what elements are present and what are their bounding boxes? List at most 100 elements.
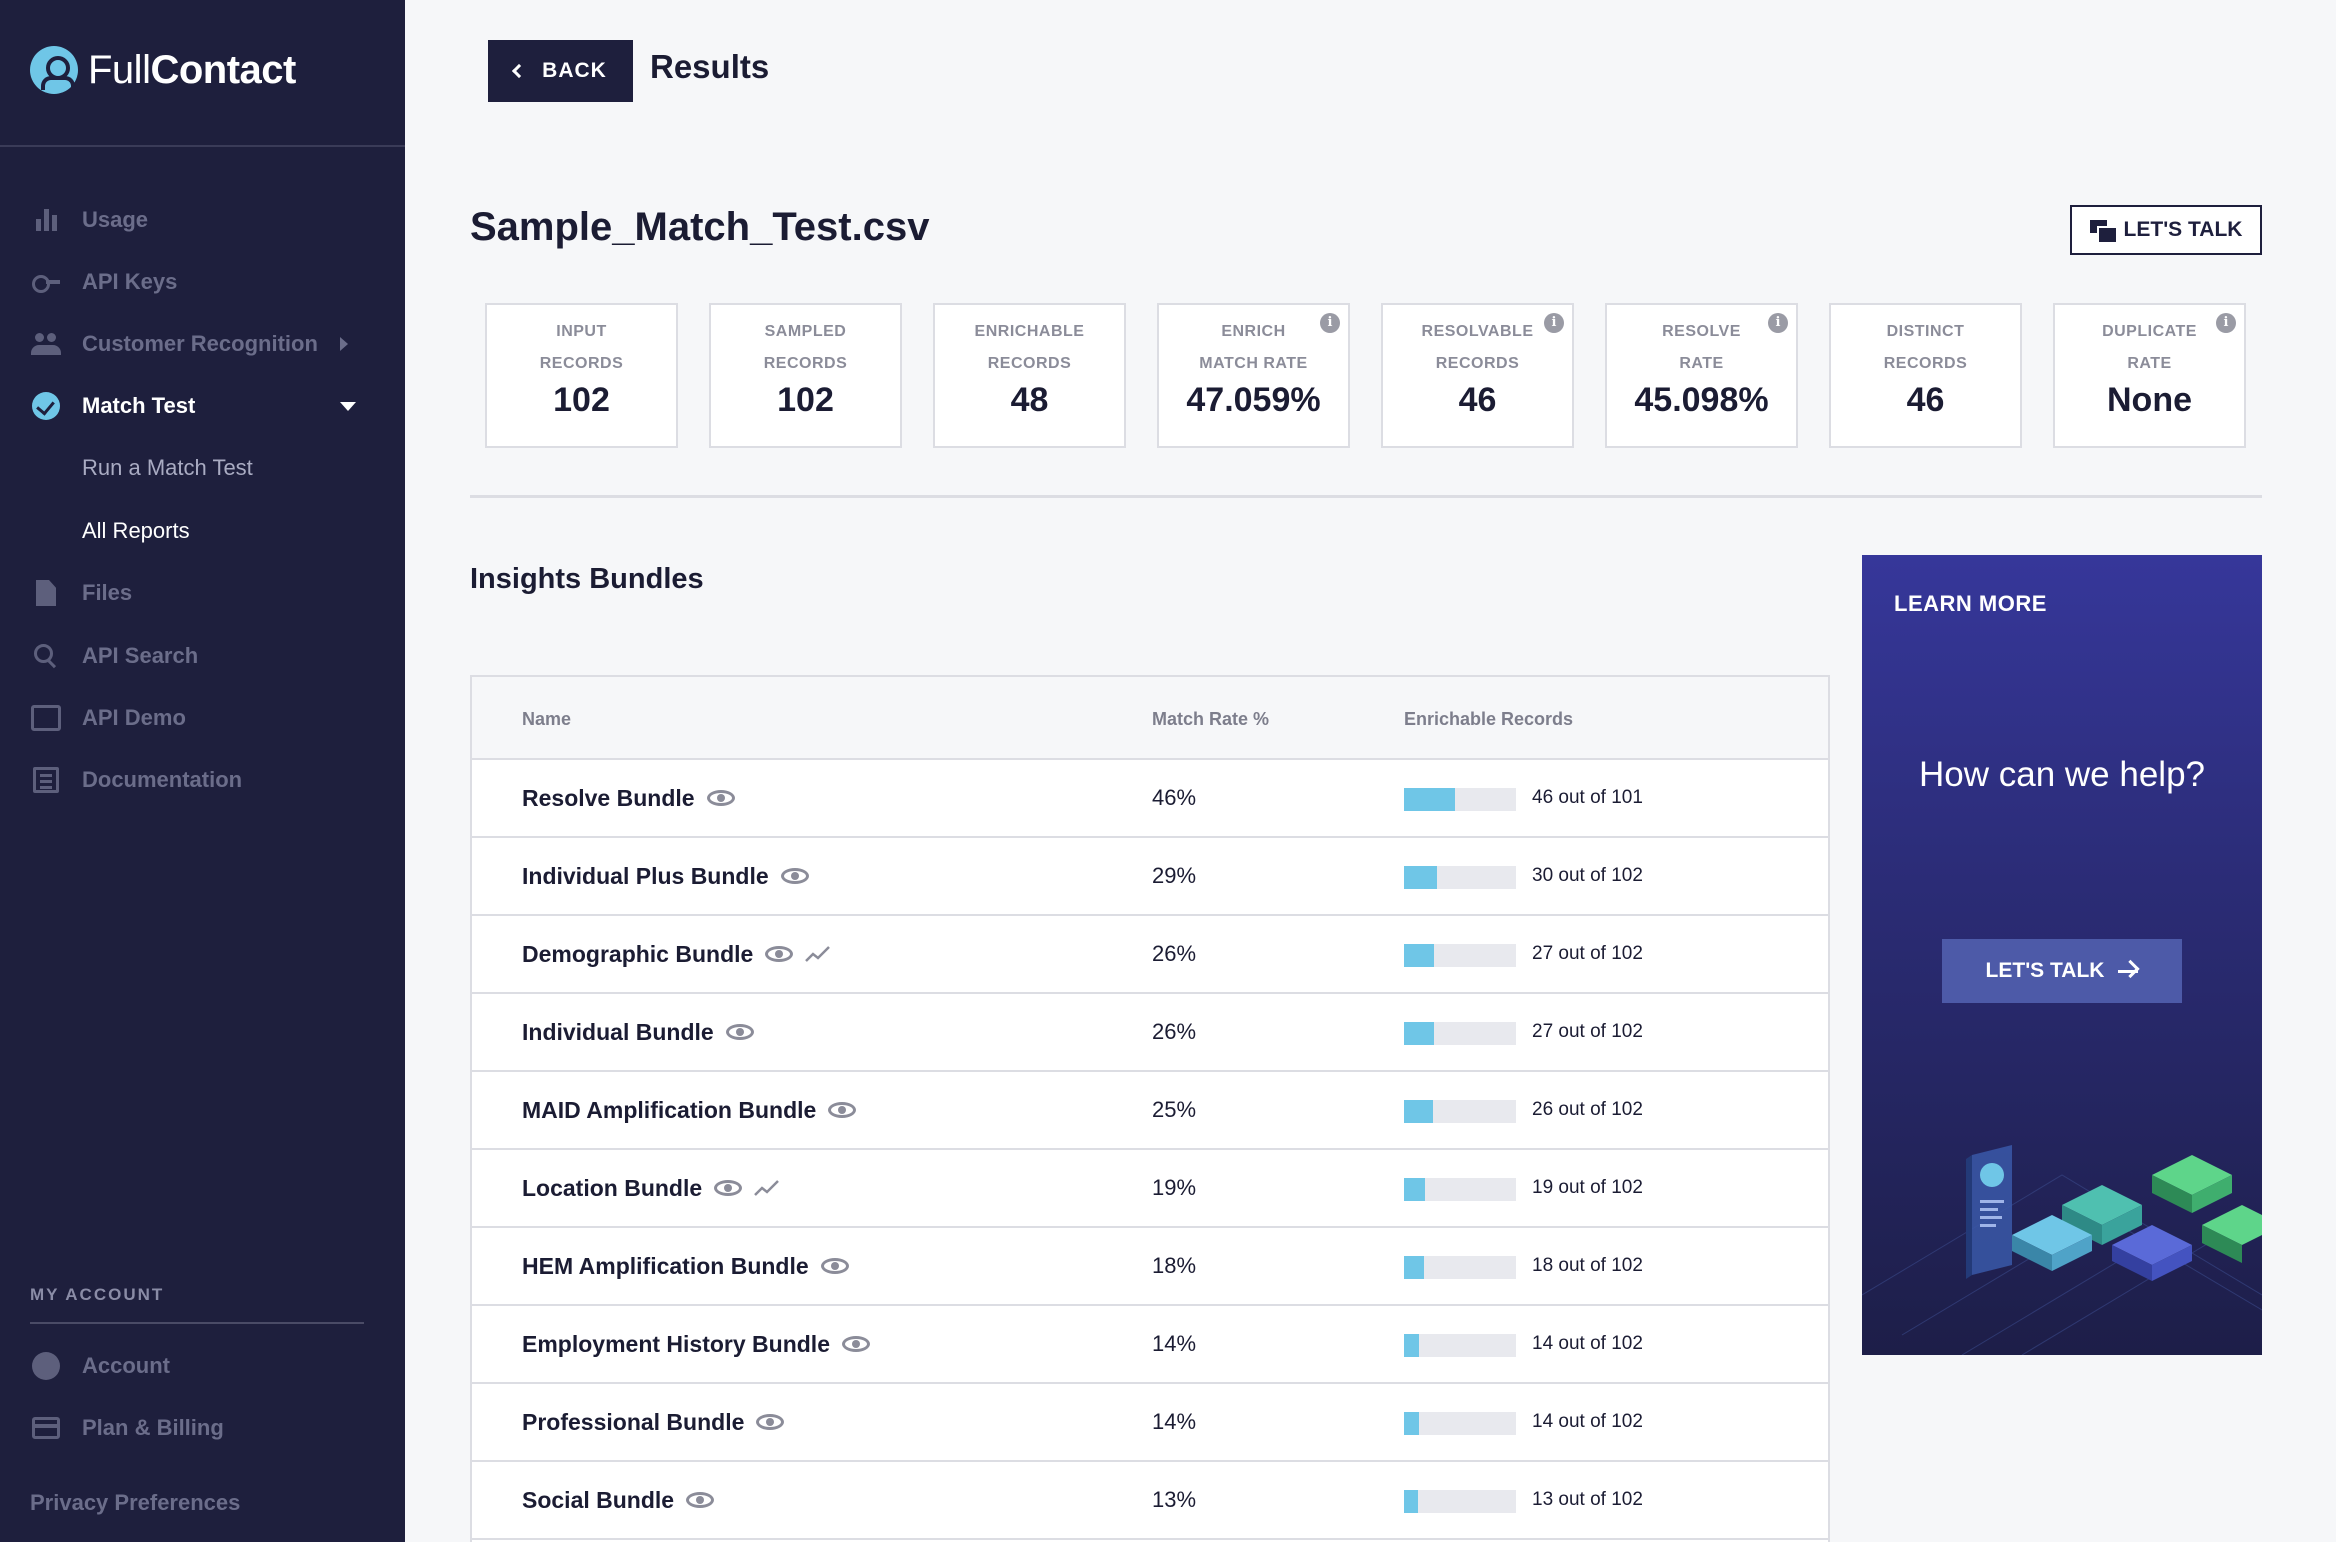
- bundle-name[interactable]: Professional Bundle: [522, 1408, 745, 1435]
- check-circle-icon: [30, 390, 62, 422]
- isometric-blocks-illustration: [1862, 1145, 2262, 1355]
- bundle-name[interactable]: MAID Amplification Bundle: [522, 1096, 817, 1123]
- bar-chart-icon: [30, 204, 62, 236]
- info-icon[interactable]: i: [1320, 313, 1340, 333]
- stat-label: DISTINCT: [1886, 323, 1965, 340]
- bundle-name[interactable]: Social Bundle: [522, 1486, 675, 1513]
- sidebar-item-label: API Keys: [82, 269, 178, 294]
- eye-icon[interactable]: [714, 1180, 743, 1196]
- privacy-preferences-link[interactable]: Privacy Preferences: [30, 1490, 241, 1515]
- stat-value: 47.059%: [1186, 381, 1321, 419]
- sidebar-item-usage[interactable]: Usage: [30, 200, 148, 240]
- eye-icon[interactable]: [686, 1492, 715, 1508]
- stats-row: INPUT RECORDS 102 SAMPLED RECORDS 102 EN…: [485, 303, 2248, 448]
- enrichable-count: 18 out of 102: [1532, 1255, 1643, 1276]
- stat-card-resolvable-records: i RESOLVABLE RECORDS 46: [1381, 303, 1574, 448]
- stat-label: RATE: [1679, 355, 1724, 372]
- bundle-name-cell: Individual Plus Bundle: [522, 838, 809, 914]
- info-icon[interactable]: i: [2216, 313, 2236, 333]
- sidebar-item-api-demo[interactable]: API Demo: [30, 698, 186, 738]
- column-header-match-rate[interactable]: Match Rate %: [1152, 709, 1270, 729]
- sidebar-item-api-search[interactable]: API Search: [30, 636, 198, 676]
- bundle-name-cell: Resolve Bundle: [522, 760, 735, 836]
- eye-icon[interactable]: [725, 1024, 754, 1040]
- bundle-name[interactable]: HEM Amplification Bundle: [522, 1252, 809, 1279]
- promo-lets-talk-button[interactable]: LET'S TALK: [1942, 939, 2182, 1003]
- trending-icon[interactable]: [754, 1179, 780, 1197]
- sidebar-item-match-test[interactable]: Match Test: [30, 386, 195, 426]
- enrichable-count: 14 out of 102: [1532, 1333, 1643, 1354]
- bundle-name-cell: Location Bundle: [522, 1150, 780, 1226]
- eye-icon[interactable]: [780, 868, 809, 884]
- bundle-name[interactable]: Individual Bundle: [522, 1018, 714, 1045]
- eye-icon[interactable]: [706, 790, 735, 806]
- sidebar-item-label: Customer Recognition: [82, 331, 318, 356]
- stat-label: RECORDS: [987, 355, 1072, 372]
- key-icon: [30, 266, 62, 298]
- info-icon[interactable]: i: [1544, 313, 1564, 333]
- info-icon[interactable]: i: [1768, 313, 1788, 333]
- stat-label: MATCH RATE: [1199, 355, 1308, 372]
- chevron-left-icon: [512, 63, 527, 79]
- eye-icon[interactable]: [828, 1102, 857, 1118]
- bundle-name[interactable]: Demographic Bundle: [522, 940, 754, 967]
- logo-icon: [30, 46, 78, 94]
- lets-talk-button[interactable]: LET'S TALK: [2070, 205, 2262, 255]
- eye-icon[interactable]: [765, 946, 794, 962]
- sidebar-item-label: Files: [82, 580, 133, 605]
- document-icon: [30, 764, 62, 796]
- file-title: Sample_Match_Test.csv: [470, 205, 930, 249]
- sidebar-item-label: Usage: [82, 207, 149, 232]
- trending-icon[interactable]: [805, 945, 831, 963]
- fullcontact-logo[interactable]: FullContact: [30, 44, 296, 96]
- table-row: Location Bundle 19% 19 out of 102: [472, 1150, 1828, 1228]
- sidebar-item-api-keys[interactable]: API Keys: [30, 262, 177, 302]
- match-rate: 13%: [1152, 1487, 1197, 1512]
- bundle-name-cell: HEM Amplification Bundle: [522, 1228, 849, 1304]
- sidebar-item-customer-recognition[interactable]: Customer Recognition: [30, 324, 318, 364]
- eye-icon[interactable]: [841, 1336, 870, 1352]
- sidebar-item-plan-billing[interactable]: Plan & Billing: [30, 1408, 224, 1448]
- bundle-name[interactable]: Employment History Bundle: [522, 1330, 830, 1357]
- bundle-name[interactable]: Location Bundle: [522, 1174, 703, 1201]
- enrichable-progress-bar: [1404, 944, 1516, 967]
- chevron-down-icon[interactable]: [340, 402, 356, 411]
- enrichable-progress-bar: [1404, 1490, 1516, 1513]
- sidebar-item-label: Plan & Billing: [82, 1415, 224, 1440]
- search-icon: [30, 640, 62, 672]
- column-header-enrichable-records[interactable]: Enrichable Records: [1404, 709, 1574, 729]
- enrichable-count: 27 out of 102: [1532, 943, 1643, 964]
- sidebar-item-account[interactable]: Account: [30, 1346, 170, 1386]
- enrichable-progress-bar: [1404, 1256, 1516, 1279]
- sidebar-item-files[interactable]: Files: [30, 573, 132, 613]
- table-row: Individual Plus Bundle 29% 30 out of 102: [472, 838, 1828, 916]
- bundle-name[interactable]: Individual Plus Bundle: [522, 862, 769, 889]
- stat-label: DUPLICATE: [2102, 323, 2197, 340]
- monitor-icon: [30, 702, 62, 734]
- learn-more-label: LEARN MORE: [1894, 591, 2047, 616]
- back-button-label: BACK: [542, 59, 607, 82]
- stat-label: RESOLVABLE: [1421, 323, 1534, 340]
- bundle-name-cell: MAID Amplification Bundle: [522, 1072, 857, 1148]
- stat-value: 46: [1906, 381, 1945, 419]
- column-header-name[interactable]: Name: [522, 709, 572, 729]
- enrichable-progress-bar: [1404, 1178, 1516, 1201]
- enrichable-count: 26 out of 102: [1532, 1099, 1643, 1120]
- back-button[interactable]: BACK: [488, 40, 633, 102]
- stat-card-enrichable-records: ENRICHABLE RECORDS 48: [933, 303, 1126, 448]
- sidebar-subitem-all-reports[interactable]: All Reports: [82, 511, 190, 551]
- match-rate: 14%: [1152, 1409, 1197, 1434]
- eye-icon[interactable]: [756, 1414, 785, 1430]
- chevron-right-icon[interactable]: [340, 337, 348, 351]
- table-row: Resolve Bundle 46% 46 out of 101: [472, 760, 1828, 838]
- sidebar-item-documentation[interactable]: Documentation: [30, 760, 242, 800]
- sidebar-item-label: Account: [82, 1353, 170, 1378]
- bundle-name[interactable]: Resolve Bundle: [522, 784, 695, 811]
- promo-panel: LEARN MORE How can we help? LET'S TALK: [1862, 555, 2262, 1355]
- my-account-header: MY ACCOUNT: [30, 1285, 165, 1304]
- enrichable-progress-bar: [1404, 1100, 1516, 1123]
- enrichable-count: 14 out of 102: [1532, 1411, 1643, 1432]
- sidebar-subitem-run-match-test[interactable]: Run a Match Test: [82, 448, 253, 488]
- stat-card-distinct-records: DISTINCT RECORDS 46: [1829, 303, 2022, 448]
- eye-icon[interactable]: [820, 1258, 849, 1274]
